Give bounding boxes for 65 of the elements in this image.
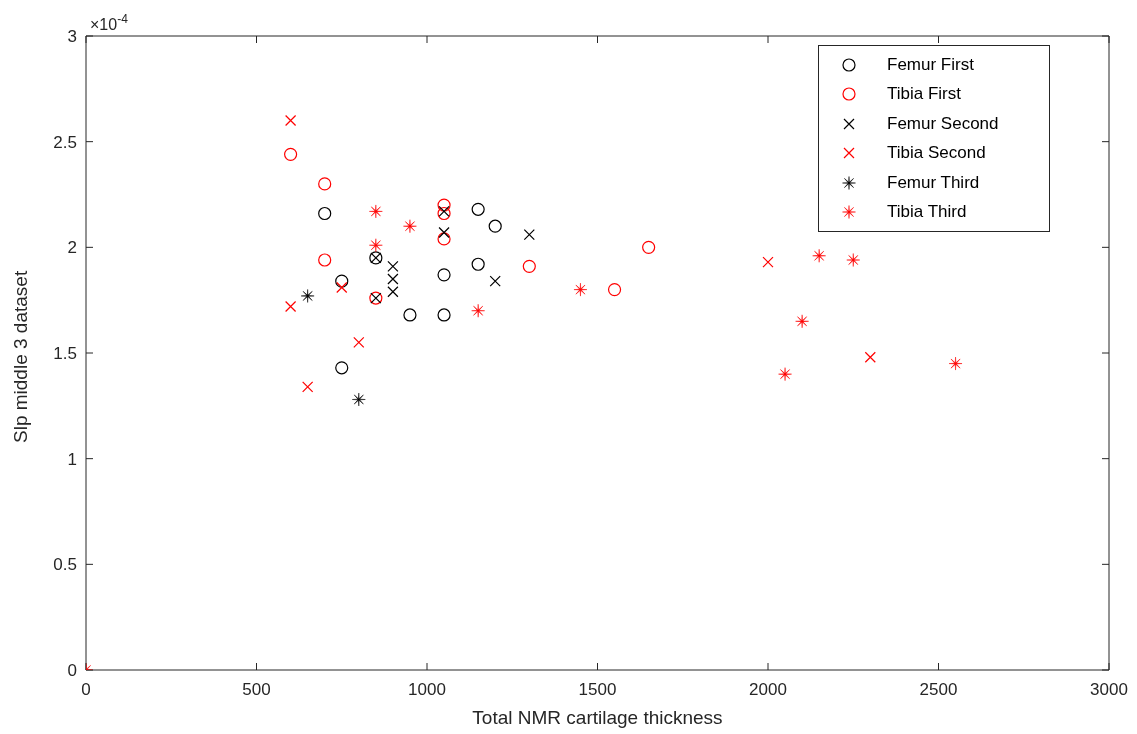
point [403,219,417,233]
point [437,308,451,322]
point [437,232,451,246]
point [471,257,485,271]
y-tick-label: 0 [67,661,77,681]
y-tick-label: 2.5 [53,132,77,152]
point [948,356,963,371]
x-tick-label: 500 [242,680,271,700]
legend-label: Tibia Second [887,143,986,164]
point [335,361,349,375]
point [864,351,876,363]
point [762,256,774,268]
legend-label: Femur Third [887,172,980,193]
point [302,381,314,393]
point [795,314,809,329]
point [488,219,502,233]
point [607,283,622,297]
point [438,226,450,239]
point [336,281,348,294]
point [284,147,298,161]
y-tick-label: 1.5 [53,344,77,364]
x-tick-label: 1500 [578,680,617,700]
point [318,206,332,221]
point [387,260,399,272]
point [778,367,792,381]
legend-label: Tibia First [887,84,961,105]
x-tick-label: 2000 [749,680,787,700]
x-tick-label: 0 [81,680,91,700]
x-tick-label: 1000 [408,680,446,700]
x-axis-title: Total NMR cartilage thickness [472,707,723,728]
legend-label: Femur Second [887,113,999,134]
y-axis-title: Slp middle 3 dataset [9,270,31,443]
point [471,202,485,216]
point [812,249,826,263]
point [318,177,332,191]
text: ×10$^{-4}$ [90,12,129,33]
point [642,240,656,254]
point [437,198,451,212]
legend-label: Femur First [887,54,974,75]
point [369,204,383,219]
point [522,259,536,273]
point [573,282,588,297]
point [318,253,332,267]
x-tick-label: 2500 [919,680,958,700]
point [335,274,349,288]
y-tick-label: 0.5 [53,555,77,575]
point [285,114,297,127]
point [846,253,860,267]
legend-label: Tibia Third [887,202,967,223]
point [369,238,383,252]
point [352,392,366,407]
point [353,336,365,349]
point [300,289,315,303]
point [285,300,297,313]
point [471,303,485,318]
y-tick-label: 3 [67,27,77,47]
point [489,275,501,287]
point [437,268,451,282]
point [387,286,399,298]
x-tick-label: 3000 [1090,680,1128,700]
point [403,308,417,322]
y-tick-label: 1 [67,449,77,469]
point [523,229,535,241]
point [387,273,399,285]
y-tick-label: 2 [67,238,77,258]
